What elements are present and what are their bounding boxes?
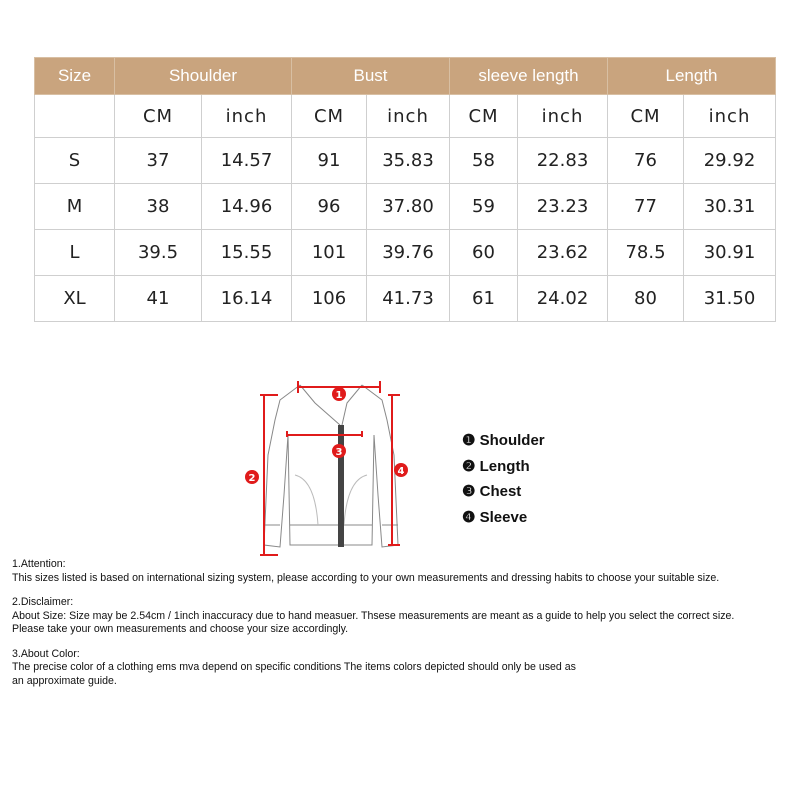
jacket-diagram: 1 2 3 4 (245, 381, 408, 556)
value-cell: 37.80 (366, 183, 450, 230)
svg-text:4: 4 (398, 466, 405, 477)
size-cell: M (34, 183, 115, 230)
value-cell: 14.96 (201, 183, 292, 230)
value-cell: 61 (449, 275, 518, 322)
value-cell: 35.83 (366, 137, 450, 184)
size-cell: XL (34, 275, 115, 322)
unit-cell: CM (607, 94, 684, 138)
value-cell: 60 (449, 229, 518, 276)
value-cell: 78.5 (607, 229, 684, 276)
header-length: Length (607, 57, 776, 95)
value-cell: 30.91 (683, 229, 776, 276)
table-row: S 37 14.57 91 35.83 58 22.83 76 29.92 (34, 137, 776, 184)
value-cell: 38 (114, 183, 202, 230)
legend-shoulder: ❶ Shoulder (462, 432, 545, 449)
unit-cell: CM (449, 94, 518, 138)
value-cell: 22.83 (517, 137, 608, 184)
header-shoulder: Shoulder (114, 57, 292, 95)
value-cell: 91 (291, 137, 367, 184)
marker-3: 3 (332, 444, 346, 458)
value-cell: 101 (291, 229, 367, 276)
marker-1: 1 (332, 387, 346, 401)
value-cell: 59 (449, 183, 518, 230)
unit-row: CM inch CM inch CM inch CM inch (34, 94, 776, 138)
unit-cell: inch (201, 94, 292, 138)
value-cell: 37 (114, 137, 202, 184)
svg-text:1: 1 (336, 390, 343, 401)
legend-chest: ❸ Chest (462, 483, 522, 500)
table-row: L 39.5 15.55 101 39.76 60 23.62 78.5 30.91 (34, 229, 776, 276)
value-cell: 23.23 (517, 183, 608, 230)
size-cell: L (34, 229, 115, 276)
header-size: Size (34, 57, 115, 95)
value-cell: 23.62 (517, 229, 608, 276)
value-cell: 24.02 (517, 275, 608, 322)
value-cell: 76 (607, 137, 684, 184)
value-cell: 39.5 (114, 229, 202, 276)
legend-length: ❷ Length (462, 457, 530, 475)
table-row: XL 41 16.14 106 41.73 61 24.02 80 31.50 (34, 275, 776, 322)
size-cell: S (34, 137, 115, 184)
note-color: 3.About Color: The precise color of a clo… (12, 647, 576, 687)
note-attention: 1.Attention: This sizes listed is based o… (12, 558, 720, 584)
header-bust: Bust (291, 57, 450, 95)
unit-cell: inch (517, 94, 608, 138)
value-cell: 31.50 (683, 275, 776, 322)
value-cell: 29.92 (683, 137, 776, 184)
unit-cell: CM (114, 94, 202, 138)
value-cell: 39.76 (366, 229, 450, 276)
zipper (338, 425, 344, 547)
value-cell: 15.55 (201, 229, 292, 276)
value-cell: 77 (607, 183, 684, 230)
measurement-legend: ❶ Shoulder ❷ Length ❸ Chest ❹ Sleeve (462, 428, 545, 530)
value-cell: 14.57 (201, 137, 292, 184)
empty-cell (34, 94, 115, 138)
notes: 1.Attention: This sizes listed is based o… (12, 558, 734, 699)
svg-text:2: 2 (249, 473, 256, 484)
legend-sleeve: ❹ Sleeve (462, 508, 528, 526)
size-chart-table: Size Shoulder Bust sleeve length Length … (34, 57, 776, 322)
value-cell: 30.31 (683, 183, 776, 230)
value-cell: 41.73 (366, 275, 450, 322)
unit-cell: CM (291, 94, 367, 138)
value-cell: 16.14 (201, 275, 292, 322)
marker-2: 2 (245, 470, 259, 484)
table-row: M 38 14.96 96 37.80 59 23.23 77 30.31 (34, 183, 776, 230)
value-cell: 106 (291, 275, 367, 322)
value-cell: 58 (449, 137, 518, 184)
svg-text:3: 3 (336, 447, 343, 458)
marker-4: 4 (394, 463, 408, 477)
unit-cell: inch (683, 94, 776, 138)
unit-cell: inch (366, 94, 450, 138)
note-disclaimer: 2.Disclaimer: About Size: Size may be 2.5… (12, 596, 735, 635)
value-cell: 96 (291, 183, 367, 230)
value-cell: 80 (607, 275, 684, 322)
value-cell: 41 (114, 275, 202, 322)
header-row: Size Shoulder Bust sleeve length Length (34, 57, 776, 95)
header-sleeve-length: sleeve length (449, 57, 608, 95)
